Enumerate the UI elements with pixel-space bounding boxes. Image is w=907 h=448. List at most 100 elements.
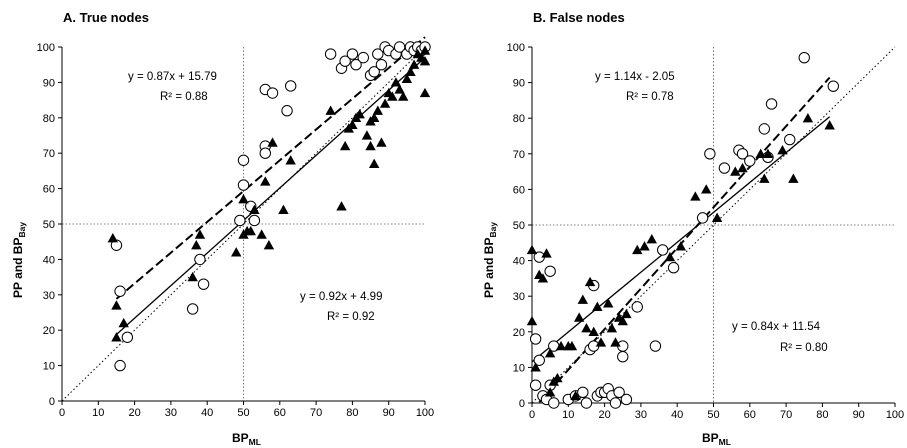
panel-b-triangle-point [617,315,628,326]
panel-b-y-tick-label: 20 [513,327,525,339]
panel-a-x-tick-label: 0 [59,407,65,419]
panel-a-dashed-fit-line [115,36,426,300]
panel-b-solid-fit-r2: R² = 0.80 [780,342,828,354]
panel-a-triangle-point [354,109,365,119]
panel-b-triangle-point [530,362,541,372]
panel-a-triangle-point [368,112,380,122]
panel-a-y-tick-label: 10 [43,361,55,373]
panel-a-x-tick-label: 50 [237,407,249,419]
panel-a-triangle-point [368,158,380,168]
panel-a-x-tick-label: 60 [274,407,286,419]
panel-a-circle-point [372,48,384,60]
panel-a-triangle-point [231,247,242,257]
panel-b-circle-point [718,162,731,174]
panel-b-triangle-point [584,276,596,287]
panel-a-triangle-point [398,91,409,101]
panel-a-circle-point [281,105,293,117]
panel-b-dashed-fit-r2: R² = 0.78 [626,91,674,103]
panel-b-circle-point [529,333,542,345]
panel-a-triangle-point [387,91,398,101]
panel-b-x-tick-label: 50 [707,409,719,421]
panel-b-y-tick-label: 80 [513,113,525,125]
panel-a-triangle-point [365,140,376,151]
panel-a-circle-point [259,147,271,159]
panel-b-x-axis-label: BPML [702,431,731,447]
panel-a-triangle-point [347,119,358,130]
panel-a-triangle-point [278,204,289,214]
panel-a-y-tick-label: 70 [43,148,55,160]
panel-b-triangle-point [555,340,567,351]
panel-a-y-tick-label: 90 [43,77,55,89]
panel-a-circle-point [237,179,250,191]
panel-a-x-axis-label-main: BP [232,431,249,445]
panel-a-circle-point [375,58,388,71]
panel-b-circle-point [620,393,633,406]
panel-a-triangle-point [263,240,275,250]
panel-b-triangle-point [541,248,552,258]
panel-b-y-tick-label: 50 [513,220,525,232]
panel-b-circle-point [580,397,593,409]
panel-a-y-tick-label: 20 [43,325,55,337]
panel-a-triangle-point [194,229,206,239]
panel-a-x-tick-label: 40 [201,407,213,419]
panel-a-y-tick-label: 80 [43,113,55,125]
panel-b-y-tick-label: 60 [513,184,525,196]
panel-b-dashed-fit-equation: y = 1.14x - 2.05 [595,71,675,83]
panel-b-x-tick-label: 70 [780,409,792,421]
panel-a-triangle-point [325,105,336,115]
panel-b-title: B. False nodes [533,10,625,25]
panel-b-circle-point [784,133,796,146]
panel-b-triangle-point [762,148,774,158]
panel-b-triangle-point [664,251,676,262]
panel-b-triangle-point [802,113,814,123]
panel-a-x-tick-label: 20 [128,407,140,419]
panel-a-y-tick-label: 40 [43,254,55,266]
panel-b-y-tick-label: 70 [513,149,525,161]
panel-b-triangle-point [595,337,607,347]
panel-a-triangle-point [372,105,384,115]
panel-true-nodes: A. True nodes 0 10 20 30 40 50 60 70 80 90 100 0 10 2… [11,10,434,447]
panel-a-triangle-point [238,194,249,204]
panel-a-triangle-point [419,55,431,66]
panel-b-triangle-point [690,191,701,201]
panel-b-triangle-point [824,120,835,130]
panel-a-circle-point [194,253,206,266]
panel-b-triangle-point [606,323,618,333]
panel-a-x-axis-label: BPML [232,431,261,447]
panel-a-triangle-point [419,45,431,55]
panel-a-y-tick-label: 0 [49,396,55,408]
panel-b-y-axis-label-main: PP and BP [482,238,496,298]
panel-a-triangle-point [249,204,260,214]
panel-b-x-axis-label-main: BP [702,431,719,445]
panel-b-x-tick-label: 100 [886,409,904,421]
panel-a-triangle-point [408,59,420,69]
panel-a-triangle-point [390,77,402,87]
panel-b-circle-point [696,212,709,224]
panel-a-triangle-point [191,240,202,250]
panel-b-triangle-point [588,326,599,336]
panel-a-circle-point [197,278,210,290]
panel-b-circle-point [533,354,545,366]
panel-b-y-tick-label: 90 [513,78,525,90]
panel-b-y-tick-label: 10 [513,362,525,374]
panel-a-circle-point [284,80,297,92]
panel-b-circle-point [617,351,629,363]
panel-b-triangle-point [788,173,799,183]
panel-b-circle-point [704,148,716,160]
panel-b-triangle-point [566,340,578,351]
panel-a-triangle-point [187,271,198,282]
panel-b-x-tick-label: 0 [529,409,535,421]
panel-a-circle-point [357,51,369,64]
panel-b-triangle-point [632,244,643,255]
panel-b-triangle-point [526,315,538,326]
panel-a-x-tick-label: 90 [383,407,395,419]
panel-a-triangle-point [339,140,351,151]
panel-b-triangle-point [621,308,632,319]
panel-a-title: A. True nodes [63,10,149,25]
panel-b-circle-point [765,98,778,110]
panel-a-triangle-point [111,300,122,310]
panel-b-triangle-point [581,323,592,333]
panel-b-y-tick-label: 0 [519,398,525,410]
panel-b-triangle-point [592,301,603,312]
